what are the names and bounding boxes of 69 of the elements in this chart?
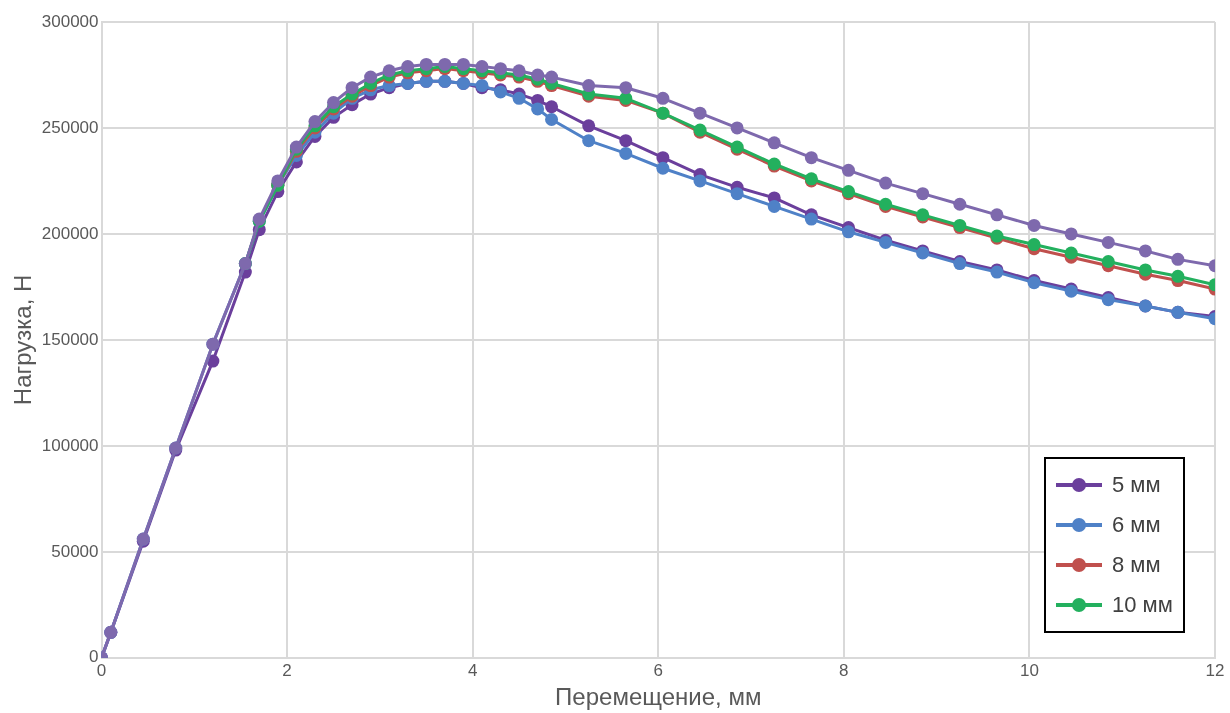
point <box>419 57 433 71</box>
y-tick-label: 200000 <box>41 223 99 243</box>
point <box>730 187 744 201</box>
point <box>953 197 967 211</box>
x-tick-label: 12 <box>1205 660 1225 680</box>
y-tick-label: 0 <box>89 647 99 667</box>
point <box>619 146 633 160</box>
point <box>382 64 396 78</box>
y-tick-label: 50000 <box>51 541 99 561</box>
point <box>804 151 818 165</box>
point <box>879 176 893 190</box>
point <box>1171 252 1185 266</box>
point <box>1027 238 1041 252</box>
point <box>512 64 526 78</box>
point <box>327 96 340 110</box>
point <box>990 208 1004 222</box>
point <box>619 81 633 95</box>
point <box>1064 227 1078 241</box>
point <box>1138 244 1152 258</box>
point <box>531 68 545 82</box>
point <box>1171 269 1185 283</box>
point <box>804 212 818 226</box>
x-tick-label: 8 <box>839 660 849 680</box>
point <box>656 161 670 175</box>
point <box>1101 254 1115 268</box>
point <box>582 119 596 133</box>
x-tick-label: 2 <box>282 660 292 680</box>
legend-label: 5 мм <box>1112 471 1161 498</box>
point <box>693 174 707 188</box>
point <box>656 91 670 105</box>
point <box>345 81 359 95</box>
legend-label: 8 мм <box>1112 551 1161 578</box>
point <box>401 60 415 74</box>
point <box>456 57 470 71</box>
x-axis-title: Перемещение, мм <box>555 683 762 711</box>
point <box>271 174 285 188</box>
y-axis-title: Нагрузка, Н <box>9 274 37 406</box>
point <box>512 91 526 105</box>
point <box>475 60 489 74</box>
point <box>308 115 322 129</box>
y-tick-label: 250000 <box>41 117 99 137</box>
point <box>1138 263 1152 277</box>
point <box>1027 218 1041 232</box>
point <box>916 187 930 201</box>
y-tick-label: 100000 <box>41 435 99 455</box>
y-tick-label: 300000 <box>41 11 99 31</box>
x-tick-label: 6 <box>653 660 663 680</box>
point <box>841 225 855 239</box>
point <box>767 199 781 213</box>
y-tick-label: 150000 <box>41 329 99 349</box>
point <box>767 136 781 150</box>
point <box>693 106 707 120</box>
point <box>364 70 378 84</box>
legend-label: 10 мм <box>1112 591 1173 618</box>
point <box>582 79 596 93</box>
point <box>582 134 596 148</box>
point <box>545 70 559 84</box>
x-tick-label: 4 <box>467 660 478 680</box>
point <box>841 163 855 177</box>
legend-label: 6 мм <box>1112 511 1161 538</box>
point <box>545 112 559 126</box>
point <box>531 102 545 116</box>
point <box>1101 235 1115 249</box>
point <box>1064 246 1078 260</box>
point <box>494 62 508 76</box>
point <box>619 134 633 148</box>
x-tick-label: 10 <box>1019 660 1039 680</box>
point <box>545 100 559 114</box>
point <box>730 121 744 135</box>
